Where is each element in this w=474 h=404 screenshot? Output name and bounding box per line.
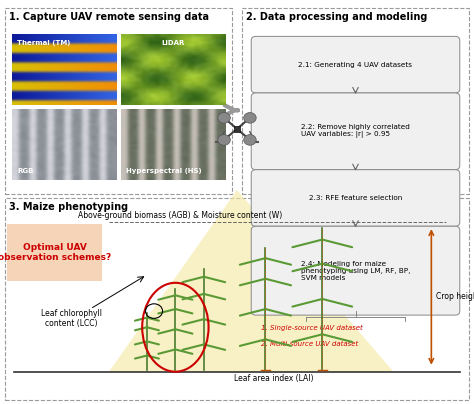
Circle shape [218, 135, 230, 145]
Text: 2.2: Remove highly correlated
UAV variables: |r| > 0.95: 2.2: Remove highly correlated UAV variab… [301, 124, 410, 138]
FancyBboxPatch shape [251, 93, 460, 170]
Text: RGB: RGB [17, 168, 34, 174]
Text: 1. Capture UAV remote sensing data: 1. Capture UAV remote sensing data [9, 12, 210, 22]
Text: Leaf chlorophyll
content (LCC): Leaf chlorophyll content (LCC) [41, 309, 101, 328]
FancyBboxPatch shape [251, 36, 460, 93]
Text: 1. Single-source UAV dataset: 1. Single-source UAV dataset [261, 325, 363, 331]
FancyBboxPatch shape [5, 198, 469, 400]
Polygon shape [109, 190, 393, 372]
FancyBboxPatch shape [5, 8, 232, 194]
FancyBboxPatch shape [242, 8, 469, 194]
Text: 2. Data processing and modeling: 2. Data processing and modeling [246, 12, 428, 22]
Text: Optimal UAV
observation schemes?: Optimal UAV observation schemes? [0, 243, 111, 262]
Text: LiDAR: LiDAR [161, 40, 185, 46]
Text: Hyperspectral (HS): Hyperspectral (HS) [126, 168, 202, 174]
Text: 2.3: RFE feature selection: 2.3: RFE feature selection [309, 195, 402, 201]
Polygon shape [234, 126, 240, 132]
Text: Thermal (TM): Thermal (TM) [17, 40, 71, 46]
Text: Above-ground biomass (AGB) & Moisture content (W): Above-ground biomass (AGB) & Moisture co… [78, 211, 282, 220]
Circle shape [244, 112, 256, 123]
Circle shape [218, 112, 230, 123]
Text: 2.4: Modeling for maize
phenotyping using LM, RF, BP,
SVM models: 2.4: Modeling for maize phenotyping usin… [301, 261, 410, 281]
Circle shape [244, 135, 256, 145]
FancyBboxPatch shape [251, 226, 460, 315]
FancyBboxPatch shape [7, 224, 102, 281]
FancyBboxPatch shape [251, 170, 460, 226]
Text: Leaf area index (LAI): Leaf area index (LAI) [235, 374, 314, 383]
Text: 3. Maize phenotyping: 3. Maize phenotyping [9, 202, 128, 212]
Text: 2. Multi-source UAV dataset: 2. Multi-source UAV dataset [261, 341, 358, 347]
Text: 2.1: Generating 4 UAV datasets: 2.1: Generating 4 UAV datasets [299, 62, 412, 67]
Text: Crop height (CH): Crop height (CH) [436, 292, 474, 301]
